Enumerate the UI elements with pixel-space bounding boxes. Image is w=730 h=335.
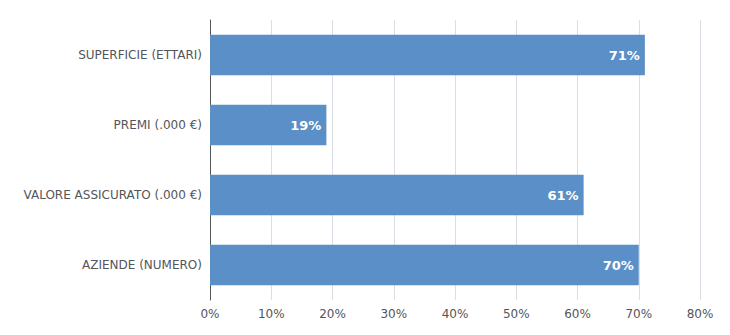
svg-text:30%: 30% [380,307,407,321]
svg-text:20%: 20% [319,307,346,321]
svg-text:61%: 61% [548,188,579,203]
svg-text:80%: 80% [687,307,714,321]
svg-text:60%: 60% [564,307,591,321]
svg-text:SUPERFICIE (ETTARI): SUPERFICIE (ETTARI) [78,48,202,62]
svg-text:71%: 71% [609,48,640,63]
svg-text:PREMI (.000 €): PREMI (.000 €) [114,118,202,132]
svg-text:AZIENDE (NUMERO): AZIENDE (NUMERO) [82,258,202,272]
svg-text:10%: 10% [258,307,285,321]
svg-text:50%: 50% [503,307,530,321]
svg-text:40%: 40% [442,307,469,321]
svg-text:70%: 70% [603,258,634,273]
svg-text:70%: 70% [625,307,652,321]
svg-text:VALORE ASSICURATO (.000 €): VALORE ASSICURATO (.000 €) [24,188,202,202]
svg-text:19%: 19% [290,118,321,133]
svg-text:0%: 0% [200,307,219,321]
